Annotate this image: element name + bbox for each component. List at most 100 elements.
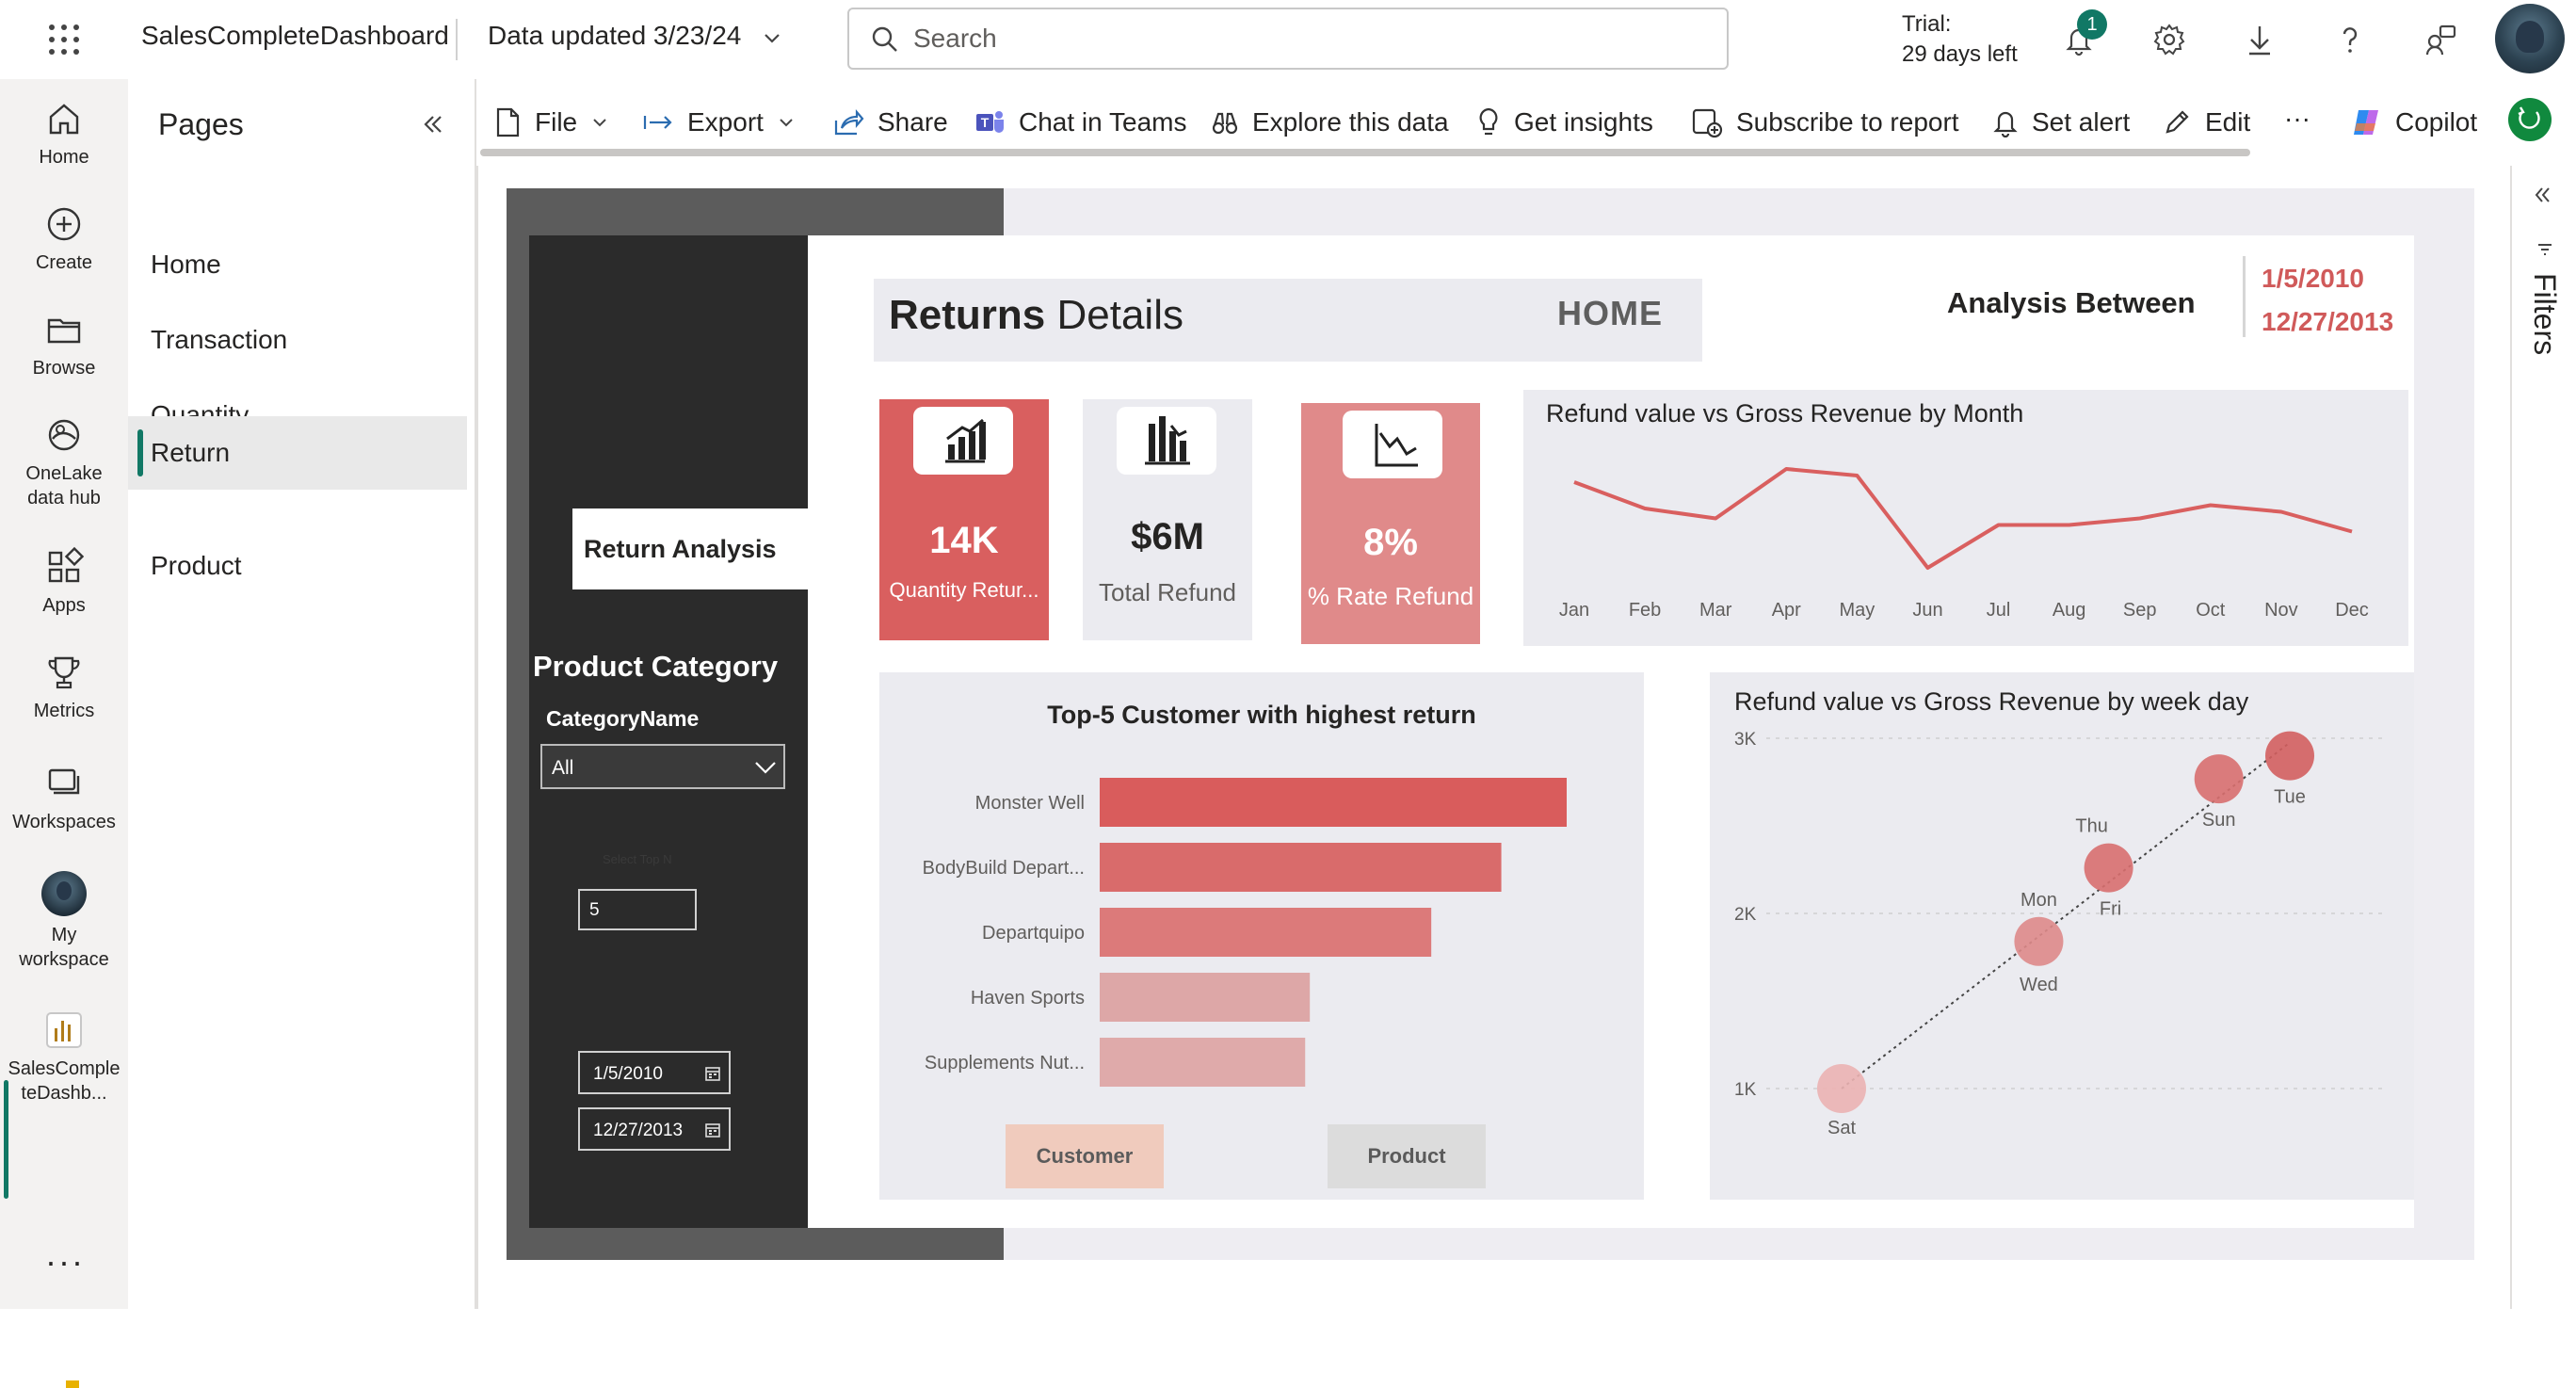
plus-circle-icon [47,207,81,241]
start-date-input[interactable]: 1/5/2010 [578,1051,731,1094]
y-tick-label: 1K [1734,1080,1757,1100]
more-icon[interactable]: ··· [45,1242,85,1281]
topn-input[interactable]: 5 [578,889,697,930]
nav-workspaces[interactable]: Workspaces [0,763,128,834]
x-tick-label: Nov [2264,600,2298,621]
expand-filters-icon[interactable] [2531,183,2555,207]
nav-my-workspace[interactable]: My workspace [0,870,128,972]
nav-sales-dashboard[interactable]: SalesComple teDashb... [0,1009,128,1106]
x-tick-label: Feb [1629,600,1661,621]
help-icon[interactable] [2331,21,2369,58]
bar-chart-icon [913,407,1013,475]
page-item-product[interactable]: Product [151,551,242,580]
chat-in-teams-button[interactable]: T Chat in Teams [974,104,1186,141]
subscribe-button[interactable]: Subscribe to report [1691,104,1959,141]
weekday-refund-chart[interactable]: Refund value vs Gross Revenue by week da… [1710,672,2414,1200]
page-item-transaction[interactable]: Transaction [151,325,288,354]
share-feedback-icon[interactable] [2422,21,2459,58]
explore-data-button[interactable]: Explore this data [1211,104,1449,141]
chart-title: Refund value vs Gross Revenue by Month [1546,399,2024,428]
scatter-point[interactable] [1817,1064,1866,1113]
search-icon [872,26,897,52]
kpi-label: Quantity Retur... [889,578,1039,602]
scatter-point[interactable] [2265,731,2314,781]
edit-button[interactable]: Edit [2162,104,2250,141]
pencil-icon [2165,110,2189,134]
home-button[interactable]: HOME [1557,294,1663,332]
bar[interactable] [1100,1038,1306,1087]
kpi-value: 14K [929,520,999,561]
chevron-down-icon[interactable] [761,26,783,49]
share-button[interactable]: Share [832,104,948,141]
product-button[interactable]: Product [1328,1124,1486,1188]
share-label: Share [877,107,948,137]
page-item-return[interactable]: Return [128,416,467,490]
nav-label-line1: SalesComple [8,1058,121,1079]
bell-icon [1993,111,2018,137]
explore-label: Explore this data [1252,107,1449,137]
file-menu[interactable]: File [493,104,622,141]
x-tick-label: Jan [1559,600,1589,621]
nav-apps[interactable]: Apps [0,546,128,618]
title-banner [874,279,1702,362]
download-icon[interactable] [2241,21,2278,58]
search-input[interactable]: Search [847,8,1729,70]
horizontal-scrollbar[interactable] [480,149,2250,156]
set-alert-button[interactable]: Set alert [1992,104,2130,141]
get-insights-button[interactable]: Get insights [1476,104,1653,141]
page-title: Returns Details [889,292,1183,339]
monthly-refund-chart[interactable]: Refund value vs Gross Revenue by Month J… [1523,390,2408,646]
nav-home[interactable]: Home [0,98,128,169]
nav-browse[interactable]: Browse [0,309,128,380]
scatter-point[interactable] [2014,916,2064,966]
refresh-icon[interactable] [2508,98,2552,141]
kpi-label: Total Refund [1099,578,1236,606]
scatter-point[interactable] [2194,754,2244,804]
top-customers-chart[interactable]: Top-5 Customer with highest return Monst… [879,672,1644,1200]
bar[interactable] [1100,908,1432,957]
calendar-icon[interactable] [704,1122,721,1138]
app-launcher-icon[interactable] [47,23,81,56]
export-menu[interactable]: Export [642,104,809,141]
nav-onelake[interactable]: OneLake data hub [0,414,128,510]
scatter-point[interactable] [2084,843,2133,893]
nav-label: Workspaces [12,812,116,832]
data-updated-label[interactable]: Data updated 3/23/24 [488,21,742,50]
page-item-home[interactable]: Home [151,250,221,279]
category-label: BodyBuild Depart... [923,858,1085,879]
report-icon [46,1012,82,1048]
nav-bottom-marker [66,1380,79,1388]
copilot-label: Copilot [2395,107,2478,137]
gear-icon[interactable] [2150,21,2188,58]
copilot-button[interactable]: Copilot [2350,104,2477,141]
calendar-icon[interactable] [704,1065,721,1082]
nav-label-line2: teDashb... [21,1083,107,1104]
bar[interactable] [1100,843,1502,892]
end-date-input[interactable]: 12/27/2013 [578,1107,731,1151]
nav-create[interactable]: Create [0,203,128,275]
pages-title: Pages [158,107,244,141]
page-title-rest: Details [1045,292,1183,338]
category-label: Departquipo [982,923,1085,944]
nav-active-indicator [4,1080,8,1199]
kpi-rate-refund: 8% % Rate Refund [1301,403,1480,644]
category-dropdown[interactable]: All [540,744,785,789]
return-analysis-tab[interactable]: Return Analysis [572,508,810,589]
filters-label[interactable]: Filters [2528,273,2562,356]
app-title[interactable]: SalesCompleteDashboard [141,21,449,50]
filters-pane[interactable] [2510,166,2576,1309]
get-insights-label: Get insights [1514,107,1653,137]
more-options-button[interactable]: ··· [2284,104,2310,133]
kpi-value: $6M [1131,516,1204,557]
edit-label: Edit [2205,107,2251,137]
category-label: Monster Well [975,793,1085,814]
bar[interactable] [1100,973,1311,1022]
nav-metrics[interactable]: Metrics [0,652,128,723]
chart-title: Top-5 Customer with highest return [1047,701,1476,729]
bar[interactable] [1100,778,1567,827]
collapse-left-icon[interactable] [418,109,448,139]
avatar[interactable] [2495,4,2565,73]
customer-button[interactable]: Customer [1006,1124,1164,1188]
file-label: File [535,107,578,137]
trend-down-icon [1343,411,1442,478]
